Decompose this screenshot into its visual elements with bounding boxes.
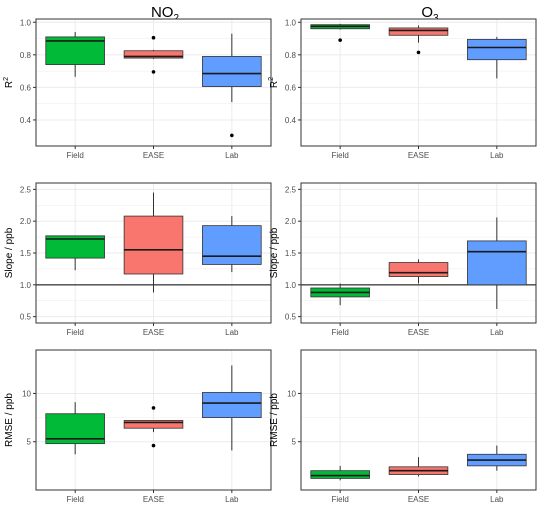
box-ease <box>388 262 449 277</box>
x-tick-label: EASE <box>143 328 164 337</box>
y-axis-label-text: Slope / ppb <box>269 227 280 278</box>
outlier-point <box>151 35 156 40</box>
y-axis-label: RMSE / ppb <box>4 393 15 447</box>
x-tick-label: EASE <box>408 328 429 337</box>
box-field <box>310 470 370 479</box>
y-tick-label: 0.6 <box>285 83 297 92</box>
x-tick-label: EASE <box>143 495 164 504</box>
y-tick-label: 2.5 <box>20 185 32 194</box>
box-field <box>45 235 105 259</box>
box-ease <box>388 27 449 36</box>
box-lab <box>467 240 527 286</box>
y-axis-label: R2 <box>3 77 15 88</box>
y-axis-label-text: Slope / ppb <box>4 227 15 278</box>
x-tick-label: Lab <box>490 328 504 337</box>
y-axis-label: R2 <box>268 77 280 88</box>
panel-1: 0.4 0.6 0.8 1.0 Field EASE Lab R2 <box>268 18 537 160</box>
y-axis-label-text: RMSE / ppb <box>4 393 15 447</box>
y-tick-label: 0.4 <box>20 116 32 125</box>
outlier-point <box>338 38 342 42</box>
y-axis-label-text: RMSE / ppb <box>269 393 280 447</box>
y-axis-label-text: R <box>269 81 280 88</box>
panel-5: 5 10 Field EASE Lab RMSE / ppb <box>269 349 537 504</box>
y-axis-label-superscript: 2 <box>268 77 275 81</box>
column-title-no2-main: NO <box>150 4 174 21</box>
y-tick-label: 0.5 <box>20 313 32 322</box>
x-tick-label: Field <box>331 495 348 504</box>
outlier-point <box>151 443 156 448</box>
panel-3: 0.5 1.0 1.5 2.0 2.5 Field EASE Lab Slope / ppb <box>269 182 537 337</box>
x-tick-label: Field <box>66 328 83 337</box>
x-tick-label: Lab <box>490 495 504 504</box>
y-tick-label: 2.0 <box>20 217 32 226</box>
panel-4: 5 10 Field EASE Lab RMSE / ppb <box>4 349 272 504</box>
y-tick-label: 5 <box>27 438 32 447</box>
y-axis-label: Slope / ppb <box>4 227 15 278</box>
column-title-o3-main: O <box>421 4 434 21</box>
y-tick-label: 0.8 <box>20 51 32 60</box>
outlier-point <box>416 50 421 55</box>
y-tick-label: 1.0 <box>20 18 32 27</box>
x-tick-label: Field <box>331 151 348 160</box>
x-tick-label: Lab <box>490 151 504 160</box>
y-tick-label: 1.0 <box>285 281 297 290</box>
y-tick-label: 2.5 <box>285 185 297 194</box>
y-tick-label: 2.0 <box>285 217 297 226</box>
x-tick-label: EASE <box>408 495 429 504</box>
y-axis-label: Slope / ppb <box>269 227 280 278</box>
y-tick-label: 1.5 <box>285 249 297 258</box>
x-tick-label: Field <box>66 151 83 160</box>
y-tick-label: 0.5 <box>285 313 297 322</box>
y-tick-label: 10 <box>22 389 31 398</box>
box-ease <box>123 50 184 59</box>
y-axis-label: RMSE / ppb <box>269 393 280 447</box>
y-axis-label-superscript: 2 <box>3 77 10 81</box>
box-lab <box>202 56 262 87</box>
box-ease <box>123 215 184 275</box>
y-tick-label: 0.6 <box>20 83 32 92</box>
outlier-point <box>230 133 234 138</box>
y-tick-label: 5 <box>292 438 297 447</box>
box-lab <box>467 38 527 61</box>
x-tick-label: Lab <box>225 328 239 337</box>
y-tick-label: 0.8 <box>285 51 297 60</box>
outlier-point <box>151 70 156 74</box>
box-ease <box>123 420 184 429</box>
x-tick-label: EASE <box>408 151 429 160</box>
x-tick-label: Lab <box>225 495 239 504</box>
x-tick-label: EASE <box>143 151 164 160</box>
x-tick-label: Lab <box>225 151 239 160</box>
y-axis-label-text: R <box>4 81 15 88</box>
y-tick-label: 1.0 <box>285 18 297 27</box>
box-lab <box>202 392 262 418</box>
outlier-point <box>151 406 156 410</box>
y-tick-label: 0.4 <box>285 116 297 125</box>
panel-2: 0.5 1.0 1.5 2.0 2.5 Field EASE Lab Slope / ppb <box>4 182 272 337</box>
x-tick-label: Field <box>66 495 83 504</box>
x-tick-label: Field <box>331 328 348 337</box>
box-lab <box>202 225 262 265</box>
y-tick-label: 10 <box>287 389 296 398</box>
y-tick-label: 1.0 <box>20 281 32 290</box>
y-tick-label: 1.5 <box>20 249 32 258</box>
